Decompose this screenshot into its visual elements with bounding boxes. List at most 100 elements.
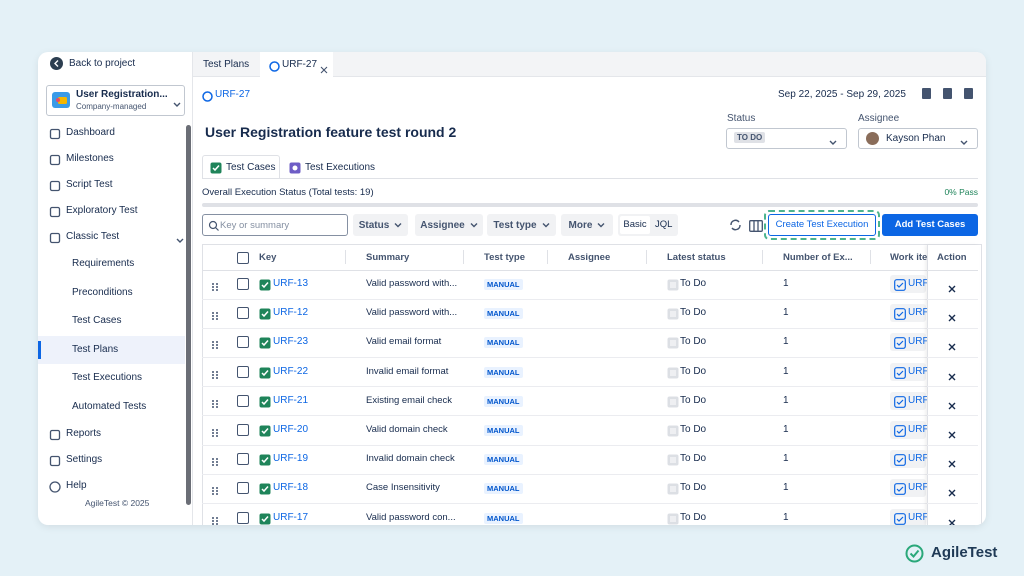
test-key[interactable]: URF-13 [273, 278, 309, 289]
remove-button[interactable] [948, 484, 956, 497]
remove-button[interactable] [948, 514, 956, 525]
execution-count: 1 [783, 482, 789, 494]
nav-item[interactable]: Dashboard [66, 127, 115, 138]
drag-handle [211, 483, 219, 496]
tab-label[interactable]: URF-27 [282, 59, 318, 70]
nav-item[interactable]: Script Test [66, 179, 113, 190]
drag-handle-svg [212, 283, 218, 291]
work-item[interactable]: URF [908, 424, 929, 435]
nav-item[interactable]: Milestones [66, 153, 114, 164]
remove-button[interactable] [948, 309, 956, 322]
search-box[interactable] [202, 214, 348, 236]
column-header[interactable]: Summary [366, 252, 410, 263]
test-type: MANUAL [484, 366, 523, 378]
header-checkbox[interactable] [237, 252, 249, 264]
work-item[interactable]: URF [908, 365, 929, 377]
status-icon-svg [667, 367, 679, 379]
work-item[interactable]: URF [908, 511, 929, 523]
test-key[interactable]: URF-21 [273, 394, 309, 406]
create-execution-button[interactable]: Create Test Execution [768, 214, 876, 236]
remove-button[interactable] [948, 368, 956, 381]
action-divider [927, 327, 978, 329]
test-key[interactable]: URF-23 [273, 336, 309, 348]
nav-item[interactable]: Help [66, 480, 87, 491]
mode-jql[interactable]: JQL [655, 219, 673, 230]
row-checkbox[interactable] [237, 336, 249, 349]
row-checkbox[interactable] [237, 453, 249, 466]
key-icon [259, 424, 271, 437]
assignee-select[interactable] [858, 128, 978, 149]
status-select[interactable] [726, 128, 847, 149]
action-divider [927, 503, 978, 504]
filter-button[interactable]: More [561, 214, 613, 236]
nav-subitem[interactable]: Test Plans [72, 344, 119, 355]
row-checkbox[interactable] [237, 482, 249, 495]
work-item[interactable]: URF [908, 482, 929, 494]
work-item[interactable]: URF [908, 278, 929, 289]
remove-button[interactable] [948, 280, 956, 293]
work-item[interactable]: URF [908, 453, 929, 465]
test-key[interactable]: URF-12 [273, 307, 309, 319]
mode-basic[interactable]: Basic [620, 216, 650, 234]
test-key[interactable]: URF-18 [273, 482, 309, 494]
remove-button[interactable] [948, 397, 956, 410]
column-header[interactable]: Work ite [890, 252, 928, 263]
remove-button[interactable] [948, 338, 956, 351]
brand-icon [905, 544, 924, 563]
add-test-cases-button[interactable]: Add Test Cases [882, 214, 978, 236]
latest-status: To Do [680, 394, 707, 406]
remove-button[interactable] [948, 455, 956, 468]
remove-button-svg [948, 460, 956, 468]
status-label: Status [727, 113, 756, 124]
nav-item[interactable]: Exploratory Test [66, 205, 138, 216]
row-checkbox[interactable] [237, 394, 249, 407]
tab-active[interactable] [260, 52, 333, 77]
nav-subitem[interactable]: Automated Tests [72, 401, 147, 412]
column-header[interactable]: Key [259, 252, 277, 263]
nav-subitem[interactable]: Test Cases [72, 315, 122, 326]
column-header[interactable]: Latest status [667, 252, 726, 263]
breadcrumb-key[interactable]: URF-27 [215, 89, 251, 100]
latest-status: To Do [680, 482, 707, 494]
filter-caret [394, 223, 402, 228]
column-header[interactable]: Assignee [568, 252, 611, 263]
subtab[interactable]: Test Cases [226, 162, 276, 173]
subtab[interactable]: Test Executions [305, 162, 376, 173]
column-header[interactable]: Test type [484, 252, 526, 263]
column-header[interactable]: Number of Ex... [783, 252, 853, 263]
back-link[interactable]: Back to project [69, 58, 136, 69]
nav-subitem[interactable]: Preconditions [72, 287, 133, 298]
work-item[interactable]: URF [908, 394, 929, 406]
nav-item[interactable]: Settings [66, 454, 103, 465]
nav-subitem[interactable]: Test Executions [72, 372, 143, 383]
tab[interactable]: Test Plans [203, 59, 250, 70]
project-selector[interactable] [46, 85, 185, 116]
test-key[interactable]: URF-17 [273, 511, 309, 523]
nav-subitem[interactable]: Requirements [72, 258, 135, 269]
key-icon-svg [259, 425, 271, 437]
status-value: TO DO [734, 132, 766, 143]
test-type: MANUAL [484, 425, 523, 436]
work-item[interactable]: URF [908, 336, 929, 348]
execution-count: 1 [783, 307, 789, 319]
test-key[interactable]: URF-22 [273, 365, 309, 377]
filter-button[interactable]: Assignee [415, 214, 483, 236]
refresh-button [728, 218, 742, 232]
remove-button[interactable] [948, 426, 956, 439]
row-checkbox[interactable] [237, 511, 249, 524]
filter-button[interactable]: Test type [487, 214, 556, 236]
column-separator [646, 250, 647, 264]
row-checkbox[interactable] [237, 307, 249, 320]
test-key[interactable]: URF-19 [273, 453, 309, 465]
work-item-icon-svg [894, 483, 906, 496]
nav-item[interactable]: Reports [66, 428, 102, 439]
key-icon [202, 89, 213, 102]
row-checkbox[interactable] [237, 278, 249, 290]
nav-item[interactable]: Classic Test [66, 231, 120, 242]
nav-icon [49, 480, 61, 493]
test-key[interactable]: URF-20 [273, 424, 309, 435]
row-checkbox[interactable] [237, 365, 249, 378]
row-checkbox[interactable] [237, 424, 249, 436]
work-item[interactable]: URF [908, 307, 929, 319]
filter-button[interactable]: Status [353, 214, 408, 236]
